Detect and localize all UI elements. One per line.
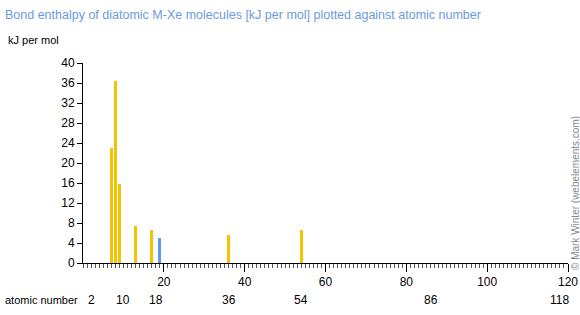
svg-text:20: 20: [157, 275, 171, 289]
svg-text:120: 120: [558, 275, 578, 289]
svg-text:36: 36: [222, 293, 236, 307]
svg-text:86: 86: [424, 293, 438, 307]
svg-text:80: 80: [400, 275, 414, 289]
svg-text:18: 18: [149, 293, 163, 307]
svg-text:8: 8: [68, 216, 75, 230]
svg-text:36: 36: [61, 76, 75, 90]
svg-text:40: 40: [238, 275, 252, 289]
svg-text:0: 0: [68, 256, 75, 270]
svg-text:118: 118: [550, 293, 569, 307]
svg-text:60: 60: [319, 275, 333, 289]
svg-text:Bond enthalpy of diatomic M-Xe: Bond enthalpy of diatomic M-Xe molecules…: [5, 8, 481, 22]
svg-text:atomic number: atomic number: [5, 294, 78, 306]
svg-text:54: 54: [294, 293, 308, 307]
svg-text:32: 32: [61, 96, 75, 110]
svg-text:kJ per mol: kJ per mol: [8, 34, 59, 46]
svg-text:28: 28: [61, 116, 75, 130]
svg-text:10: 10: [116, 293, 130, 307]
svg-text:4: 4: [68, 236, 75, 250]
svg-text:© Mark Winter (webelements.com: © Mark Winter (webelements.com): [570, 116, 580, 270]
svg-text:16: 16: [61, 176, 75, 190]
svg-text:12: 12: [61, 196, 75, 210]
svg-text:2: 2: [88, 293, 95, 307]
svg-text:20: 20: [61, 156, 75, 170]
svg-text:40: 40: [61, 56, 75, 70]
svg-text:24: 24: [61, 136, 75, 150]
svg-text:100: 100: [477, 275, 497, 289]
